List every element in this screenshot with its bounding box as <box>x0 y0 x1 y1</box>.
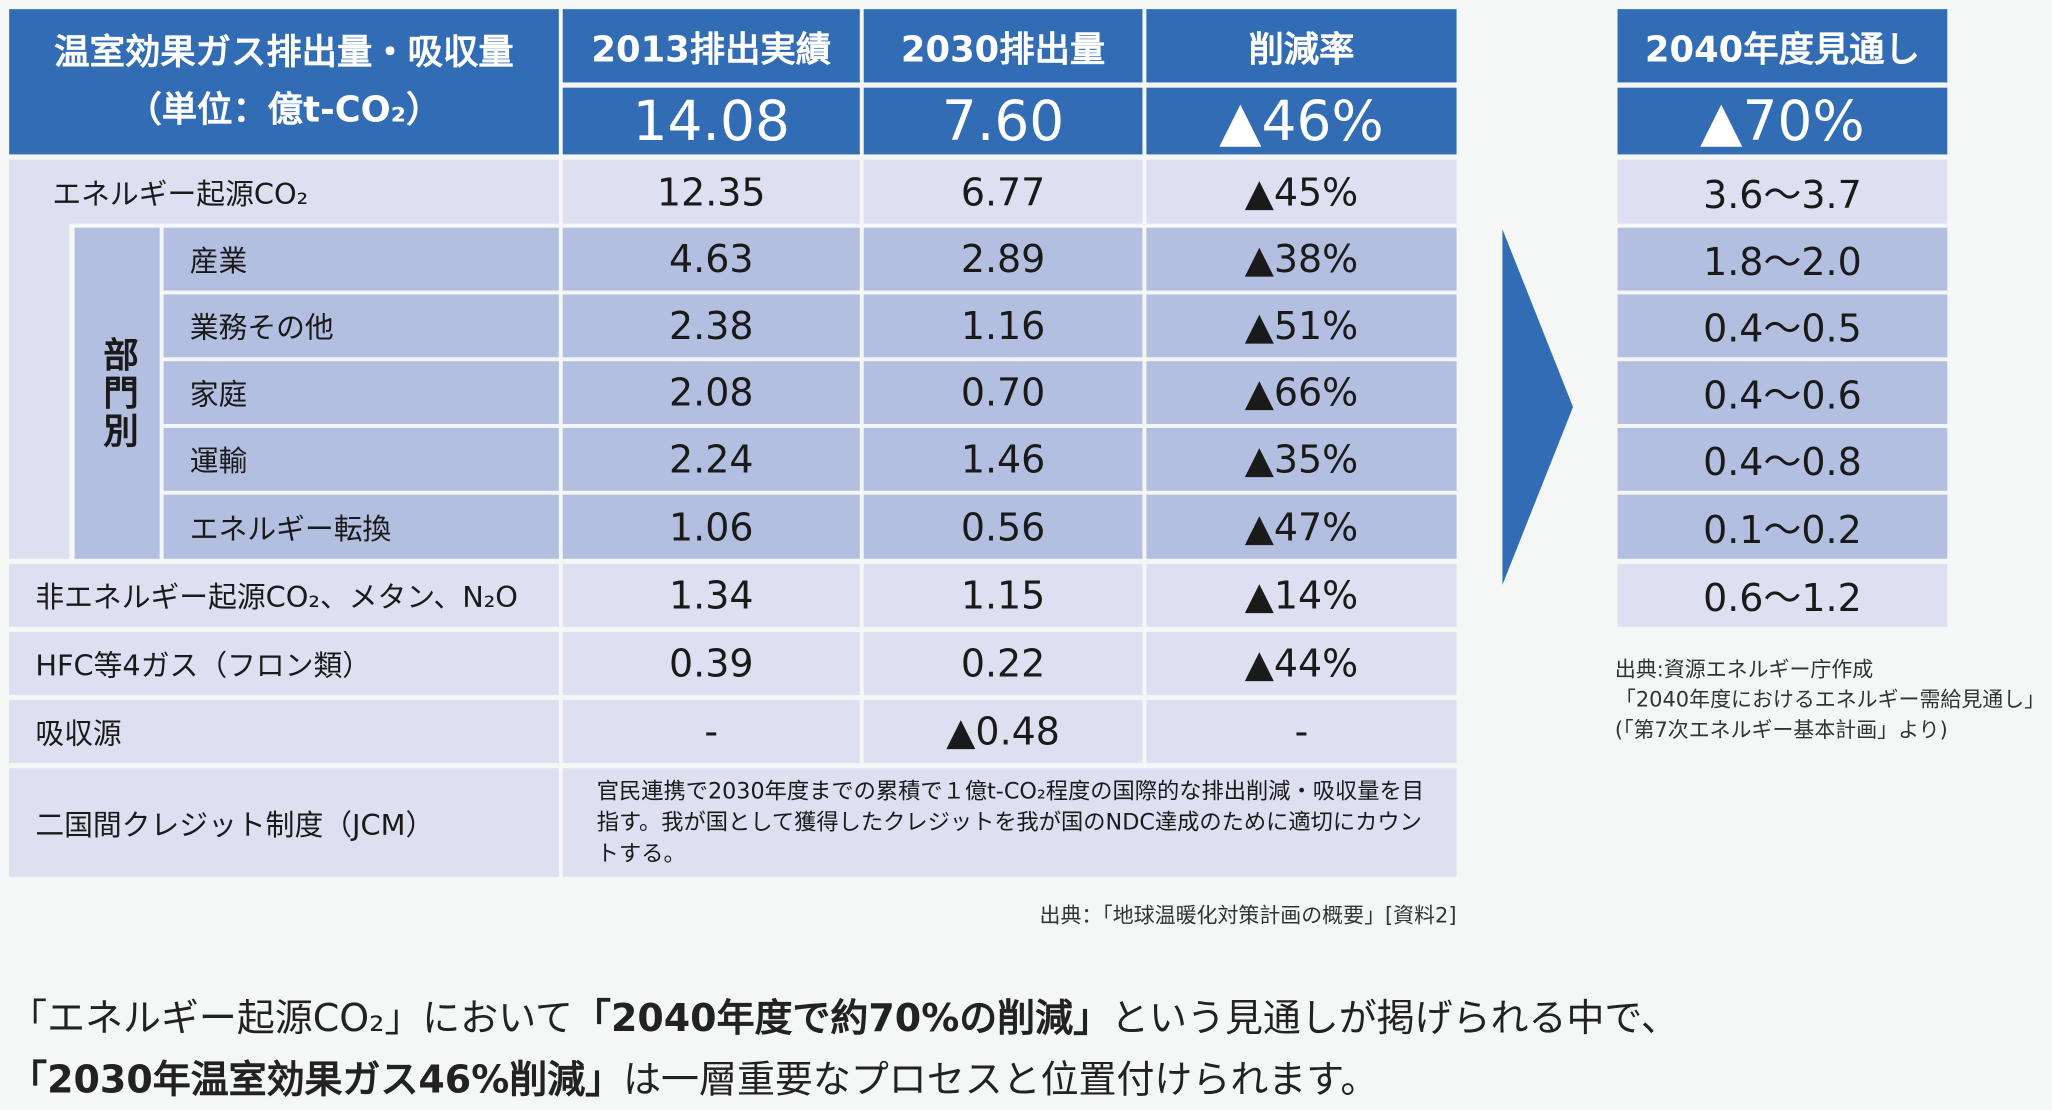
reduction-rate: ▲35% <box>1146 427 1457 491</box>
row-label: エネルギー起源CO₂ <box>9 159 559 224</box>
reduction-rate: ▲45% <box>1146 159 1457 224</box>
value-2030: 1.16 <box>863 294 1143 358</box>
outlook-value: 0.4〜0.8 <box>1617 427 1948 491</box>
row-label: 家庭 <box>163 361 559 425</box>
row-label: 産業 <box>163 227 559 291</box>
table-title: 温室効果ガス排出量・吸収量 <box>54 32 514 73</box>
total-2013: 14.08 <box>562 87 860 155</box>
footer-text: は一層重要なプロセスと位置付けられます。 <box>623 1057 1379 1102</box>
footer-emphasis: 「2040年度で約70%の削減」 <box>572 995 1112 1041</box>
row-label: 吸収源 <box>9 700 559 763</box>
jcm-label: 二国間クレジット制度（JCM） <box>9 768 559 877</box>
arrow-right-icon <box>1502 229 1574 585</box>
value-2030: 0.70 <box>863 361 1143 425</box>
outlook-value: 0.1〜0.2 <box>1617 494 1948 559</box>
row-label: 業務その他 <box>163 294 559 358</box>
value-2030: 0.56 <box>863 494 1143 559</box>
value-2013: 2.08 <box>562 361 860 425</box>
value-2030: 1.46 <box>863 427 1143 491</box>
outlook-source-line2: 「2040年度におけるエネルギー需給見通し」 <box>1614 687 2046 712</box>
reduction-rate: ▲38% <box>1146 227 1457 291</box>
row-label: 運輸 <box>163 427 559 491</box>
reduction-rate: ▲44% <box>1146 632 1457 695</box>
value-2030: 6.77 <box>863 159 1143 224</box>
outlook-value: 0.4〜0.6 <box>1617 361 1948 425</box>
outlook-title: 2040年度見通し <box>1617 9 1948 83</box>
outlook-value: 1.8〜2.0 <box>1617 227 1948 291</box>
jcm-note: 官民連携で2030年度までの累積で１億t-CO₂程度の国際的な排出削減・吸収量を… <box>562 768 1457 877</box>
reduction-rate: - <box>1146 700 1457 763</box>
col-header-2013: 2013排出実績 <box>562 9 860 83</box>
col-header-rate: 削減率 <box>1146 9 1457 83</box>
sector-group-label: 部門別 <box>74 227 160 559</box>
reduction-rate: ▲14% <box>1146 564 1457 627</box>
col-header-2030: 2030排出量 <box>863 9 1143 83</box>
value-2030: 0.22 <box>863 632 1143 695</box>
total-rate: ▲46% <box>1146 87 1457 155</box>
outlook-source-line1: 出典:資源エネルギー庁作成 <box>1614 656 1874 682</box>
footer-line2: 「2030年温室効果ガス46%削減」は一層重要なプロセスと位置付けられます。 <box>9 1050 1378 1105</box>
outlook-value: 0.6〜1.2 <box>1617 564 1948 627</box>
outlook-source: 出典:資源エネルギー庁作成 「2040年度におけるエネルギー需給見通し」 (「第… <box>1615 654 2045 744</box>
footer-text: 「エネルギー起源CO₂」において <box>9 995 573 1041</box>
value-2013: - <box>562 700 860 763</box>
value-2013: 4.63 <box>562 227 860 291</box>
value-2030: ▲0.48 <box>863 700 1143 763</box>
value-2030: 2.89 <box>863 227 1143 291</box>
reduction-rate: ▲51% <box>1146 294 1457 358</box>
outlook-value: 3.6〜3.7 <box>1617 159 1948 224</box>
value-2013: 2.38 <box>562 294 860 358</box>
value-2013: 12.35 <box>562 159 860 224</box>
source-main: 出典：「地球温暖化対策計画の概要」[資料2] <box>1039 902 1457 928</box>
outlook-total: ▲70% <box>1617 87 1948 155</box>
sector-indent-strip <box>9 215 70 559</box>
value-2013: 0.39 <box>562 632 860 695</box>
total-2030: 7.60 <box>863 87 1143 155</box>
row-label: 非エネルギー起源CO₂、メタン、N₂O <box>9 564 559 627</box>
reduction-rate: ▲66% <box>1146 361 1457 425</box>
footer-text: という見通しが掲げられる中で、 <box>1111 995 1679 1041</box>
table-unit: （単位：億t-CO₂） <box>126 89 442 131</box>
value-2013: 1.06 <box>562 494 860 559</box>
row-label: エネルギー転換 <box>163 494 559 559</box>
outlook-value: 0.4〜0.5 <box>1617 294 1948 358</box>
row-label: HFC等4ガス（フロン類） <box>9 632 559 695</box>
table-title-cell: 温室効果ガス排出量・吸収量 （単位：億t-CO₂） <box>9 9 559 155</box>
value-2013: 2.24 <box>562 427 860 491</box>
reduction-rate: ▲47% <box>1146 494 1457 559</box>
footer-line1: 「エネルギー起源CO₂」において「2040年度で約70%の削減」という見通しが掲… <box>9 988 1679 1043</box>
footer-emphasis: 「2030年温室効果ガス46%削減」 <box>9 1057 624 1102</box>
value-2013: 1.34 <box>562 564 860 627</box>
value-2030: 1.15 <box>863 564 1143 627</box>
outlook-source-line3: (「第7次エネルギー基本計画」より) <box>1614 717 1948 743</box>
